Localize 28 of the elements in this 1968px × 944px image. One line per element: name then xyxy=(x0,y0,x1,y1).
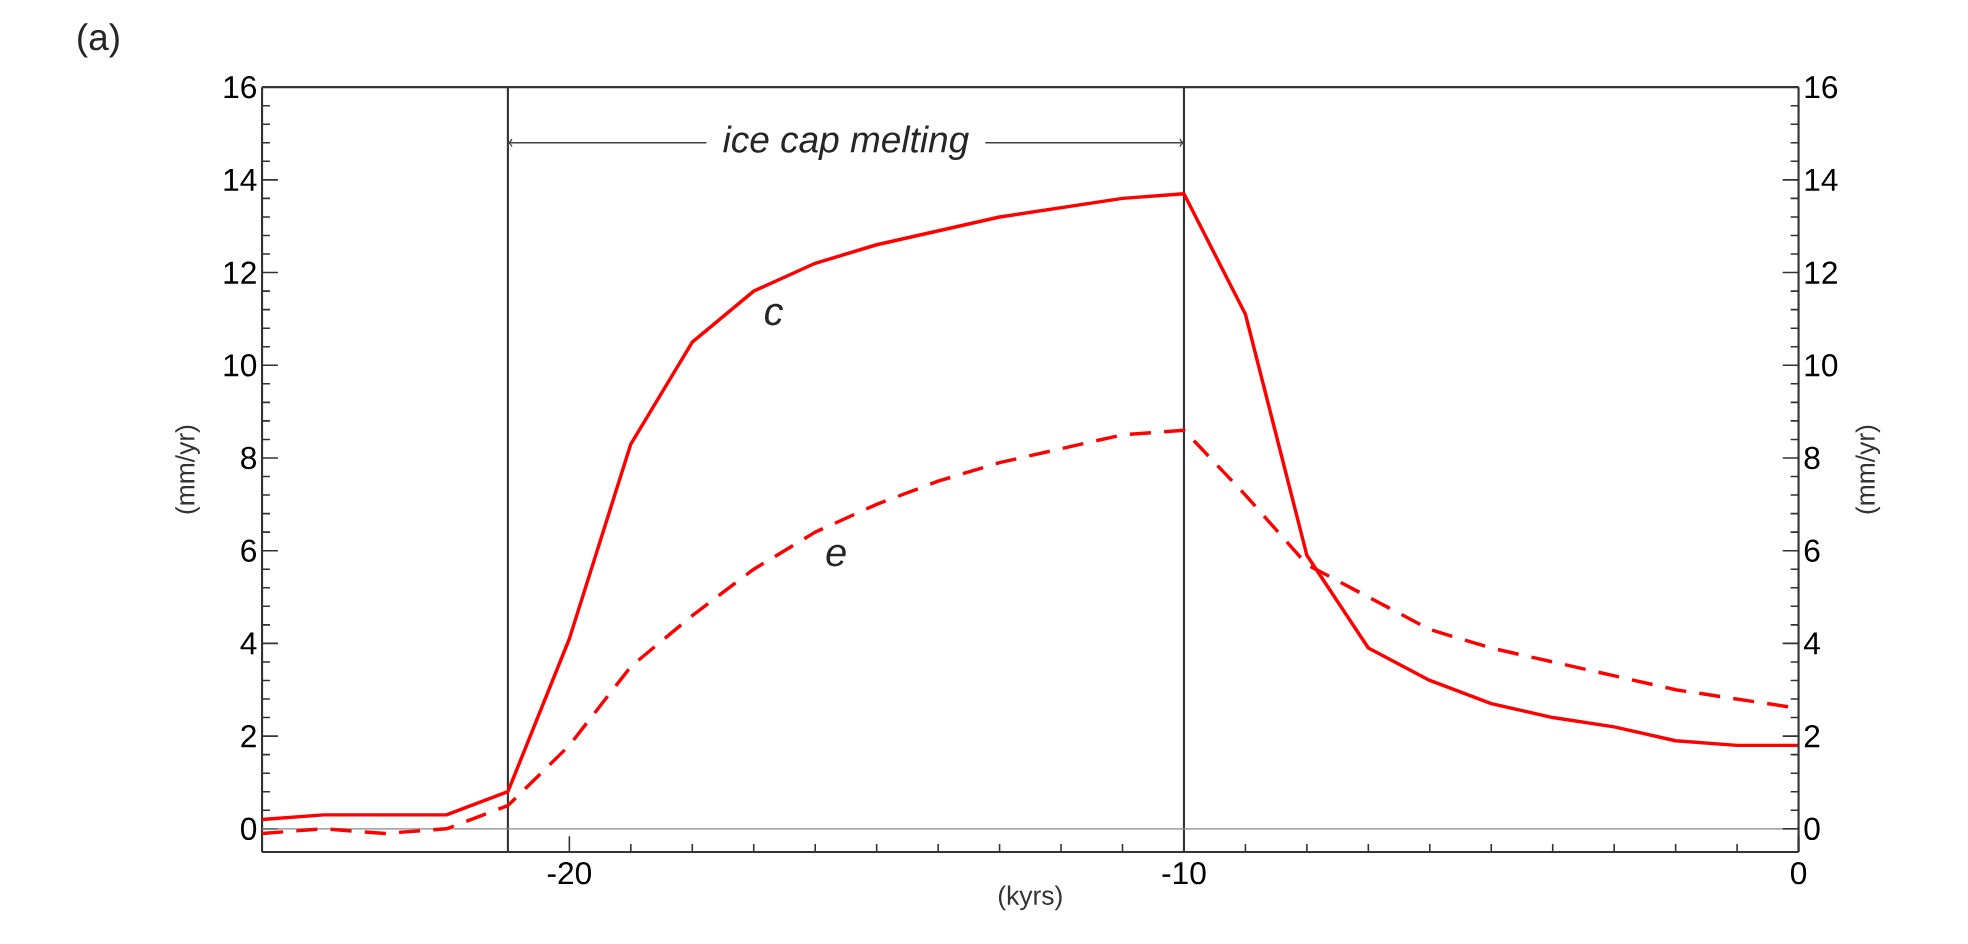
y-axis-title: (mm/yr) xyxy=(175,425,200,514)
y-tick-label: 8 xyxy=(241,446,256,470)
y-tick-label: 0 xyxy=(241,817,257,840)
y2-tick-label: 8 xyxy=(1804,446,1820,470)
y-tick-label: 16 xyxy=(224,75,256,99)
y-tick-label: 12 xyxy=(224,261,256,284)
y2-tick-label: 16 xyxy=(1805,75,1838,99)
y2-axis-title: (mm/yr) xyxy=(1855,425,1881,514)
x-tick-label: 0 xyxy=(1790,861,1807,885)
x-tick-label: -20 xyxy=(547,861,592,885)
y-tick-label: 2 xyxy=(241,724,256,748)
y2-tick-label: 10 xyxy=(1805,354,1838,377)
text: (a) xyxy=(78,23,119,58)
y-tick-label: 14 xyxy=(224,168,257,191)
x-tick-label: -10 xyxy=(1162,861,1206,885)
series-label: c xyxy=(764,303,784,326)
y2-tick-label: 2 xyxy=(1804,724,1820,748)
y2-tick-label: 0 xyxy=(1804,817,1820,840)
y2-tick-label: 6 xyxy=(1804,539,1820,562)
x-axis-title: (kyrs) xyxy=(998,885,1062,911)
series-label: e xyxy=(826,544,846,567)
y-tick-label: 10 xyxy=(224,354,257,377)
annotation: ice cap melting xyxy=(723,125,969,160)
y2-tick-label: 12 xyxy=(1805,261,1837,284)
y2-tick-label: 14 xyxy=(1805,168,1838,191)
y-tick-label: 4 xyxy=(240,632,257,655)
y-tick-label: 6 xyxy=(241,539,256,562)
y2-tick-label: 4 xyxy=(1803,632,1820,655)
